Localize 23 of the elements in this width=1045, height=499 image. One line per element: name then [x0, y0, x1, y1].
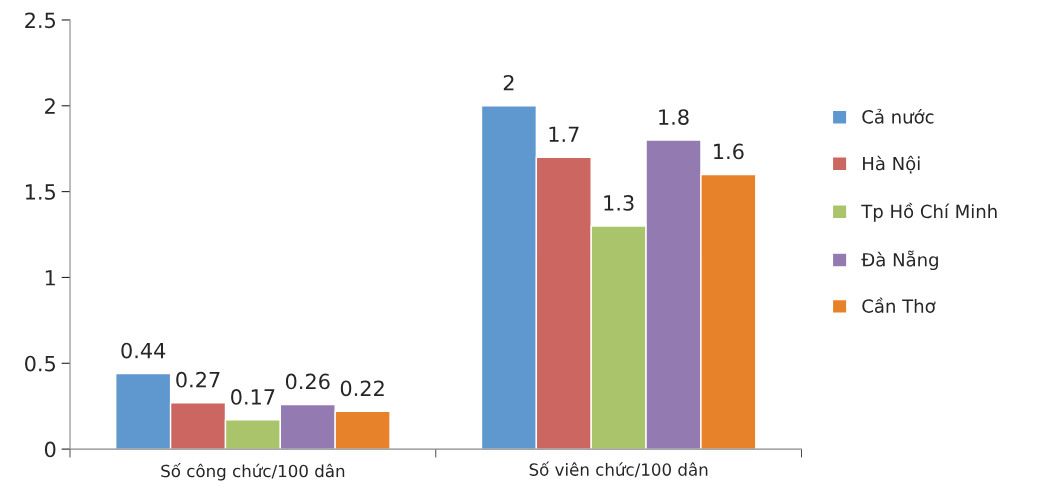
data-label: 0.22 [340, 380, 384, 397]
x-tick-label: Số viên chức/100 dân [529, 461, 708, 478]
y-tick-label: 0 [44, 441, 56, 458]
y-tick-label: 1 [45, 270, 55, 286]
y-tick-label: 0.5 [25, 355, 55, 372]
data-label: 0.17 [231, 389, 275, 405]
y-tick-label: 2.5 [25, 12, 55, 29]
data-label: 2 [503, 74, 514, 91]
data-label: 0.44 [121, 342, 166, 359]
legend-label: Tp Hồ Chí Minh [861, 202, 997, 222]
y-tick-label: 1.5 [25, 184, 55, 200]
y-tick-label: 2 [45, 98, 55, 114]
x-tick-label: Số công chức/100 dân [161, 462, 345, 481]
legend-label: Cần Thơ [862, 297, 936, 313]
data-label: 1.7 [549, 126, 579, 142]
data-label: 0.27 [176, 371, 220, 388]
legend-label: Hà Nội [863, 155, 920, 174]
data-label: 1.6 [714, 143, 744, 160]
data-label: 1.3 [604, 195, 634, 211]
data-label: 1.8 [659, 109, 689, 125]
data-label: 0.26 [285, 373, 330, 390]
legend-label: Cả nước [862, 108, 934, 124]
legend-label: Đà Nẵng [861, 250, 938, 271]
